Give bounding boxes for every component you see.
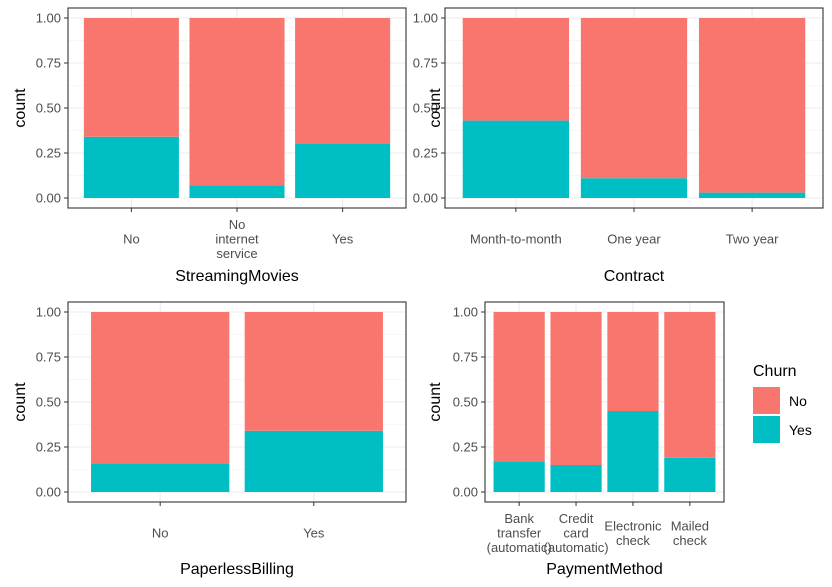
y-tick-label: 1.00 [453, 305, 478, 320]
bar-yes-2 [698, 192, 806, 198]
panel-contract: 0.00 0.25 0.50 0.75 1.00 Month-to-month One ye… [413, 7, 824, 285]
x-tick-label-line: service [216, 246, 257, 261]
bar-no-1 [189, 18, 285, 186]
x-tick-label-line: Bank [504, 511, 534, 526]
x-tick-label-line: Credit [559, 511, 594, 526]
x-tick-label: Electronic check [604, 518, 662, 548]
x-tick-label-line: No [152, 526, 169, 541]
y-tick-label: 0.25 [453, 440, 478, 455]
y-axis-title: count [12, 382, 29, 422]
y-tick-label: 0.00 [36, 485, 61, 500]
y-tick-label: 0.75 [453, 350, 478, 365]
x-tick-label-line: Month-to-month [470, 232, 562, 247]
bar-yes-0 [83, 136, 179, 198]
bar-no-1 [244, 312, 383, 431]
x-tick-label: Bank transfer (automatic) [487, 511, 552, 555]
legend-key-yes [753, 416, 780, 443]
x-tick-label: No internet service [215, 217, 259, 261]
y-tick-label: 0.75 [36, 56, 61, 71]
y-tick-label: 0.50 [36, 101, 61, 116]
bar-no-2 [607, 312, 659, 411]
x-tick-label: No [123, 232, 140, 247]
legend: Churn No Yes [753, 363, 812, 443]
y-tick-label: 0.50 [453, 395, 478, 410]
bar-yes-1 [550, 465, 602, 492]
panel-paperless-billing: 0.00 0.25 0.50 0.75 1.00 No Yes PaperlessBillin… [12, 301, 407, 578]
x-tick-label-line: Electronic [604, 518, 662, 533]
x-axis-title: PaperlessBilling [180, 561, 294, 578]
y-tick-label: 0.75 [413, 56, 438, 71]
x-axis-title: Contract [604, 268, 665, 285]
bar-no-0 [83, 18, 179, 137]
y-tick-label: 1.00 [36, 305, 61, 320]
y-tick-label: 0.25 [36, 440, 61, 455]
y-tick-label: 1.00 [413, 11, 438, 26]
x-tick-label-line: transfer [497, 526, 542, 541]
x-tick-label-line: check [616, 533, 650, 548]
panel-payment-method: 0.00 0.25 0.50 0.75 1.00 Bank transfer (automat… [427, 301, 725, 578]
bar-no-2 [698, 18, 806, 193]
x-tick-label-line: Yes [303, 526, 325, 541]
y-axis-title: count [427, 382, 444, 422]
bar-no-1 [580, 18, 688, 179]
y-tick-label: 0.00 [413, 191, 438, 206]
x-tick-label-line: One year [607, 232, 661, 247]
bar-yes-2 [295, 144, 391, 198]
x-tick-label: Credit card (automatic) [544, 511, 609, 555]
x-tick-label: One year [607, 232, 661, 247]
bar-no-0 [462, 18, 570, 121]
bar-yes-3 [664, 457, 716, 492]
bar-no-0 [493, 312, 545, 462]
y-axis-title: count [427, 88, 444, 128]
x-tick-label-line: Mailed [671, 518, 709, 533]
x-axis-title: StreamingMovies [175, 268, 299, 285]
x-tick-label: Month-to-month [470, 232, 562, 247]
x-tick-label-line: No [229, 217, 246, 232]
bar-no-1 [550, 312, 602, 465]
bar-no-3 [664, 312, 716, 458]
x-tick-label-line: internet [215, 232, 259, 247]
x-tick-label: Yes [303, 526, 325, 541]
y-tick-label: 0.75 [36, 350, 61, 365]
y-tick-label: 0.50 [413, 101, 438, 116]
x-tick-label-line: (automatic) [487, 540, 552, 555]
y-tick-label: 1.00 [36, 11, 61, 26]
x-tick-label: Two year [726, 232, 779, 247]
bar-no-0 [91, 312, 230, 464]
x-tick-label-line: card [563, 526, 588, 541]
bar-yes-0 [91, 463, 230, 492]
y-tick-label: 0.25 [413, 146, 438, 161]
legend-label-no: No [789, 393, 807, 409]
bar-yes-0 [493, 461, 545, 492]
bar-yes-1 [189, 185, 285, 198]
x-tick-label-line: Yes [332, 232, 354, 247]
legend-label-yes: Yes [789, 422, 812, 438]
y-tick-label: 0.50 [36, 395, 61, 410]
x-tick-label-line: Two year [726, 232, 779, 247]
legend-key-no [753, 387, 780, 414]
x-axis-title: PaymentMethod [546, 561, 663, 578]
y-axis-title: count [12, 88, 29, 128]
x-tick-label-line: No [123, 232, 140, 247]
y-tick-label: 0.00 [36, 191, 61, 206]
x-tick-label-line: (automatic) [544, 540, 609, 555]
legend-title: Churn [753, 363, 797, 380]
x-tick-label: Mailed check [671, 518, 709, 548]
bar-no-2 [295, 18, 391, 144]
bar-yes-1 [580, 178, 688, 198]
x-tick-label: No [152, 526, 169, 541]
y-tick-label: 0.00 [453, 485, 478, 500]
x-tick-label-line: check [673, 533, 707, 548]
x-tick-label: Yes [332, 232, 354, 247]
bar-yes-1 [244, 430, 383, 492]
bar-yes-2 [607, 411, 659, 492]
bar-yes-0 [462, 120, 570, 198]
y-tick-label: 0.25 [36, 146, 61, 161]
